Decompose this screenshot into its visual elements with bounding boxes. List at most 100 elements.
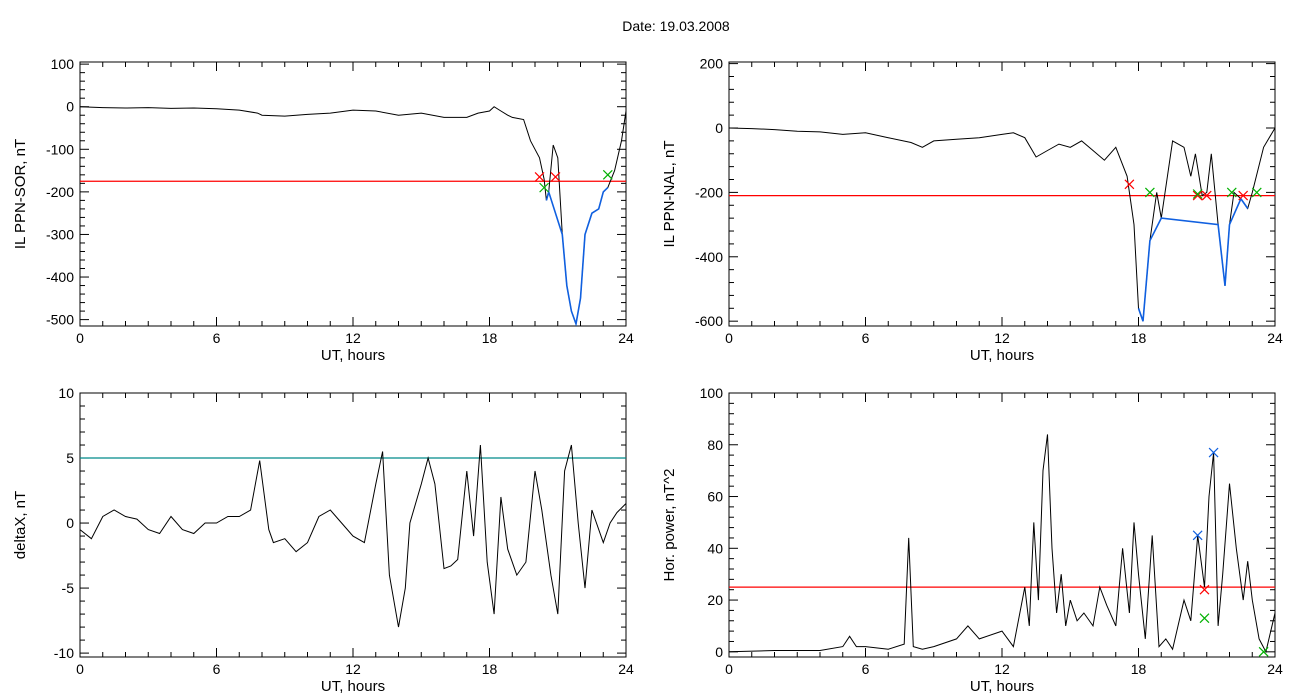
y-tick-label: 5 — [66, 450, 74, 466]
x-axis-label: UT, hours — [321, 347, 385, 364]
marker-blue-x — [1192, 530, 1203, 541]
x-tick-label: 0 — [725, 661, 733, 677]
marker-stroke — [1124, 179, 1135, 190]
y-tick-label: -500 — [46, 312, 74, 328]
x-tick-label: 24 — [618, 661, 634, 677]
marker-green-x — [539, 182, 550, 193]
marker-stroke — [1192, 189, 1203, 199]
chart-power: 0 6 12 18 24 100 80 60 40 20 0 UT, hours Hor. power,… — [661, 385, 1283, 695]
x-tick-label: 6 — [213, 330, 221, 346]
x-tick-label: 24 — [1267, 661, 1283, 677]
x-tick-label: 6 — [862, 661, 870, 677]
marker-red-x — [1201, 190, 1212, 201]
marker-stroke — [1192, 530, 1203, 541]
chart-date-title: Date: 19.03.2008 — [622, 18, 730, 34]
x-tick-label: 0 — [725, 330, 733, 346]
y-tick-label: -5 — [62, 580, 75, 596]
marker-stroke — [1258, 646, 1269, 657]
marker-red-x — [1199, 584, 1210, 595]
marker-red-x — [1192, 190, 1203, 201]
marker-stroke — [1144, 187, 1155, 198]
marker-stroke — [602, 169, 613, 180]
y-tick-label: 200 — [700, 56, 724, 72]
marker-green-x — [1226, 187, 1237, 198]
x-axis-label: UT, hours — [970, 347, 1034, 364]
data-series-line — [80, 444, 626, 628]
y-tick-label: -400 — [46, 269, 74, 285]
y-tick-label: -600 — [695, 313, 723, 329]
y-tick-label: -200 — [695, 184, 723, 200]
y-tick-label: 0 — [66, 515, 74, 531]
marker-green-x — [1258, 646, 1269, 657]
y-tick-label: 80 — [707, 437, 723, 453]
y-axis-label: Hor. power, nT^2 — [661, 469, 678, 582]
y-tick-label: 40 — [707, 540, 723, 556]
highlight-series-line — [1137, 197, 1249, 322]
y-tick-label: 0 — [715, 644, 723, 660]
marker-stroke — [1238, 190, 1249, 201]
y-tick-label: 100 — [51, 56, 75, 72]
y-tick-label: -10 — [54, 645, 74, 661]
y-tick-label: 100 — [700, 385, 724, 401]
chart-deltax: 0 6 12 18 24 10 5 0 -5 -10 UT, hours deltaX, nT — [12, 385, 634, 695]
marker-stroke — [1192, 190, 1203, 201]
x-tick-label: 24 — [1267, 330, 1283, 346]
highlight-series-line — [545, 187, 609, 326]
y-axis-label: deltaX, nT — [12, 491, 29, 559]
x-tick-label: 0 — [76, 661, 84, 677]
marker-stroke — [534, 172, 545, 182]
x-tick-label: 18 — [1131, 330, 1147, 346]
x-tick-label: 24 — [618, 330, 634, 346]
marker-stroke — [550, 172, 561, 182]
marker-red-x — [550, 172, 561, 182]
marker-green-x — [1192, 189, 1203, 199]
x-axis-label: UT, hours — [321, 678, 385, 695]
plot-frame — [728, 392, 1276, 658]
marker-stroke — [1199, 584, 1210, 595]
y-tick-label: 10 — [58, 385, 74, 401]
marker-red-x — [1124, 179, 1135, 190]
y-tick-label: -400 — [695, 249, 723, 265]
chart-nal: 0 6 12 18 24 200 0 -200 -400 -600 UT, hours IL PPN-… — [661, 56, 1283, 364]
y-tick-label: -200 — [46, 184, 74, 200]
x-axis-label: UT, hours — [970, 678, 1034, 695]
x-tick-label: 18 — [1131, 661, 1147, 677]
y-tick-label: 60 — [707, 489, 723, 505]
x-tick-label: 18 — [482, 330, 498, 346]
plot-frame — [79, 61, 627, 327]
marker-red-x — [1238, 190, 1249, 201]
marker-stroke — [1199, 613, 1210, 624]
marker-stroke — [1201, 190, 1212, 201]
marker-stroke — [539, 182, 550, 193]
marker-stroke — [1251, 187, 1262, 198]
y-tick-label: 0 — [66, 99, 74, 115]
marker-green-x — [1144, 187, 1155, 198]
x-tick-label: 12 — [994, 661, 1010, 677]
x-tick-label: 6 — [862, 330, 870, 346]
marker-green-x — [602, 169, 613, 180]
y-axis-label: IL PPN-SOR, nT — [12, 139, 29, 249]
marker-green-x — [1251, 187, 1262, 198]
data-series-line — [80, 106, 626, 326]
x-tick-label: 0 — [76, 330, 84, 346]
y-axis-label: IL PPN-NAL, nT — [661, 141, 678, 248]
y-tick-label: -300 — [46, 226, 74, 242]
plot-frame — [728, 61, 1276, 327]
chart-sor: 0 6 12 18 24 100 0 -100 -200 -300 -400 -500 UT, hour… — [12, 56, 634, 364]
x-tick-label: 12 — [345, 330, 361, 346]
x-tick-label: 12 — [994, 330, 1010, 346]
marker-red-x — [534, 172, 545, 182]
marker-stroke — [1208, 447, 1219, 458]
x-tick-label: 6 — [213, 661, 221, 677]
marker-blue-x — [1208, 447, 1219, 458]
y-tick-label: 0 — [715, 120, 723, 136]
data-series-line — [729, 434, 1275, 654]
x-tick-label: 18 — [482, 661, 498, 677]
marker-green-x — [1199, 613, 1210, 624]
data-series-line — [729, 127, 1275, 322]
y-tick-label: -100 — [46, 141, 74, 157]
x-tick-label: 12 — [345, 661, 361, 677]
y-tick-label: 20 — [707, 592, 723, 608]
marker-stroke — [1226, 187, 1237, 198]
